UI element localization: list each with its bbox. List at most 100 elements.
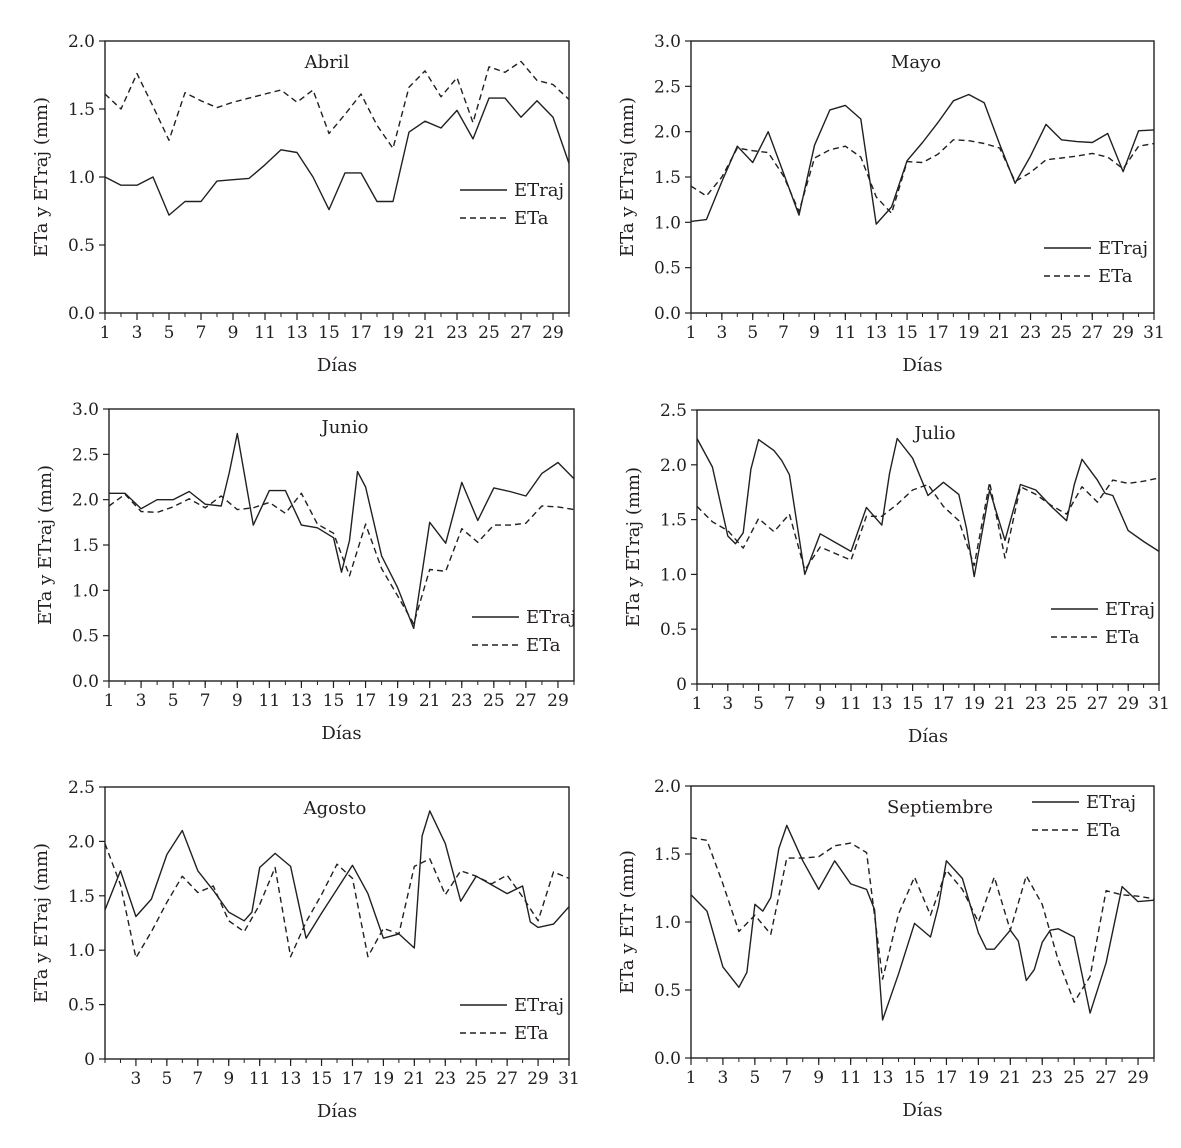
series-line-eta — [696, 477, 1160, 571]
y-axis-label: ETa y ETraj (mm) — [623, 467, 644, 627]
y-tick-label: 0.0 — [654, 1049, 681, 1069]
x-tick-label: 15 — [896, 323, 918, 343]
x-tick-label: 13 — [871, 694, 893, 714]
y-tick-label: 1.5 — [72, 536, 99, 556]
x-tick-label: 21 — [419, 691, 441, 711]
x-tick-label: 13 — [291, 691, 313, 711]
series-line-eta — [104, 60, 570, 150]
x-tick-label: 19 — [387, 691, 409, 711]
x-tick-label: 15 — [904, 1068, 926, 1088]
series-line-eta — [104, 843, 570, 959]
x-tick-label: 7 — [196, 323, 207, 343]
x-tick-label: 17 — [933, 694, 955, 714]
y-tick-label: 2.5 — [654, 77, 681, 97]
series-line-etraj — [109, 432, 575, 630]
x-tick-label: 11 — [840, 694, 862, 714]
x-tick-label: 15 — [311, 1069, 333, 1089]
x-tick-label: 23 — [446, 323, 468, 343]
legend-label-eta: ETa — [514, 1023, 549, 1044]
y-axis-label: ETa y ETraj (mm) — [31, 97, 52, 257]
y-axis-label: ETa y ETr (mm) — [617, 850, 638, 994]
series-line-eta — [690, 139, 1155, 215]
x-tick-label: 27 — [496, 1069, 518, 1089]
x-tick-label: 29 — [527, 1069, 549, 1089]
y-tick-label: 1.5 — [68, 100, 95, 120]
y-tick-label: 0.5 — [72, 627, 99, 647]
x-tick-label: 29 — [542, 323, 564, 343]
panel-title: Abril — [304, 52, 350, 73]
panel-title: Junio — [320, 417, 369, 438]
legend: ETraj ETa — [460, 180, 564, 229]
x-tick-label: 27 — [1081, 323, 1103, 343]
x-axis-label: Días — [902, 355, 942, 376]
x-tick-label: 7 — [200, 691, 211, 711]
x-tick-label: 5 — [749, 1068, 760, 1088]
x-tick-label: 7 — [192, 1069, 203, 1089]
y-tick-label: 3.0 — [72, 400, 99, 420]
y-tick-label: 1.0 — [72, 581, 99, 601]
legend: ETraj ETa — [472, 607, 576, 656]
legend: ETraj ETa — [460, 995, 564, 1044]
legend-label-eta: ETa — [526, 635, 561, 656]
legend: ETraj ETa — [1032, 792, 1136, 841]
y-tick-label: 1.5 — [68, 887, 95, 907]
x-tick-label: 31 — [1148, 694, 1170, 714]
x-tick-label: 23 — [451, 691, 473, 711]
x-tick-label: 15 — [323, 691, 345, 711]
series-line-etraj — [104, 97, 570, 216]
x-axis-label: Días — [321, 723, 361, 744]
panel-title: Julio — [912, 423, 955, 444]
y-tick-label: 0.5 — [660, 620, 687, 640]
y-axis-label: ETa y ETraj (mm) — [617, 97, 638, 257]
y-tick-label: 2.0 — [68, 832, 95, 852]
x-tick-label: 9 — [815, 694, 826, 714]
x-tick-label: 23 — [1020, 323, 1042, 343]
x-tick-label: 17 — [350, 323, 372, 343]
x-tick-label: 25 — [478, 323, 500, 343]
x-tick-label: 29 — [1117, 694, 1139, 714]
series-line-etraj — [690, 93, 1155, 225]
x-tick-label: 3 — [716, 323, 727, 343]
x-tick-label: 1 — [686, 1068, 697, 1088]
chart-panel-2: 0.00.51.01.52.02.53.01 3 5 7 9 11 13 15 17 19 21 23… — [617, 32, 1165, 376]
x-tick-label: 7 — [778, 323, 789, 343]
y-tick-label: 1.5 — [654, 845, 681, 865]
y-axis-label: ETa y ETraj (mm) — [31, 843, 52, 1003]
x-tick-label: 9 — [228, 323, 239, 343]
y-tick-label: 1.0 — [654, 213, 681, 233]
x-tick-label: 15 — [318, 323, 340, 343]
x-tick-label: 9 — [813, 1068, 824, 1088]
y-tick-label: 0.0 — [72, 672, 99, 692]
legend-label-etraj: ETraj — [514, 180, 564, 201]
x-tick-label: 19 — [963, 694, 985, 714]
x-tick-label: 3 — [722, 694, 733, 714]
panel-title: Mayo — [891, 52, 941, 73]
x-tick-label: 11 — [840, 1068, 862, 1088]
x-tick-label: 13 — [865, 323, 887, 343]
x-tick-label: 27 — [515, 691, 537, 711]
series-line-etraj — [104, 810, 570, 949]
x-tick-label: 17 — [936, 1068, 958, 1088]
legend-label-etraj: ETraj — [526, 607, 576, 628]
x-tick-label: 1 — [686, 323, 697, 343]
x-tick-label: 25 — [465, 1069, 487, 1089]
y-tick-label: 2.5 — [68, 778, 95, 798]
legend-label-eta: ETa — [1105, 627, 1140, 648]
x-tick-label: 23 — [1025, 694, 1047, 714]
x-tick-label: 5 — [753, 694, 764, 714]
x-tick-label: 19 — [373, 1069, 395, 1089]
y-tick-label: 1.0 — [660, 565, 687, 585]
x-tick-label: 3 — [136, 691, 147, 711]
plot-frame — [104, 786, 570, 1060]
x-tick-label: 19 — [382, 323, 404, 343]
x-tick-label: 21 — [414, 323, 436, 343]
plot-frame — [104, 40, 570, 314]
x-tick-label: 21 — [994, 694, 1016, 714]
legend-label-etraj: ETraj — [1098, 238, 1148, 259]
chart-panel-1: 0.00.51.01.52.01 3 5 7 9 11 13 15 17 19 21 23 25 27 29… — [31, 32, 570, 376]
x-tick-label: 13 — [280, 1069, 302, 1089]
x-tick-label: 29 — [1127, 1068, 1149, 1088]
legend-label-etraj: ETraj — [1086, 792, 1136, 813]
series-line-etraj — [690, 824, 1155, 1021]
x-tick-label: 11 — [249, 1069, 271, 1089]
